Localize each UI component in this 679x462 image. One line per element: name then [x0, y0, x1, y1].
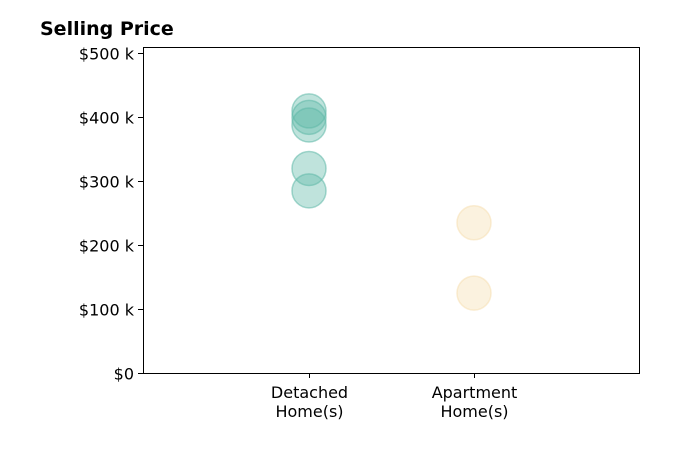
plot-area-frame [143, 47, 640, 374]
data-point [291, 150, 327, 187]
y-tick-label: $200 k [79, 237, 135, 256]
y-tick-label: $300 k [79, 173, 135, 192]
chart-title: Selling Price [40, 18, 174, 40]
y-tick-label: $0 [114, 365, 134, 384]
y-tick-label: $100 k [79, 301, 135, 320]
data-point [456, 275, 492, 311]
y-tick-label: $500 k [79, 45, 135, 64]
x-tick-label: Apartment [432, 383, 518, 402]
x-tick-label: Home(s) [275, 402, 343, 421]
x-tick-label: Detached [271, 383, 348, 402]
data-point [456, 205, 492, 241]
data-point [291, 99, 327, 136]
x-tick-label: Home(s) [440, 402, 508, 421]
y-tick-label: $400 k [79, 109, 135, 128]
y-axis: $0 $100 k $200 k $300 k $400 k $500 k [79, 45, 143, 384]
data-point [291, 173, 327, 209]
data-points [291, 93, 492, 311]
data-point [291, 107, 327, 143]
